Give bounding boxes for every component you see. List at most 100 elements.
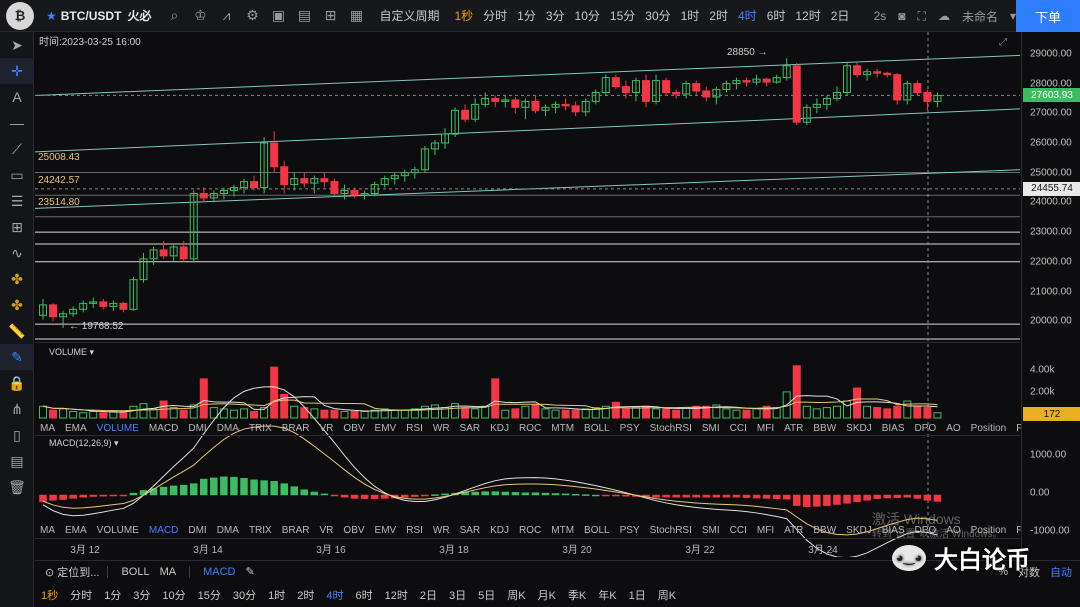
indicator-tab-roc[interactable]: ROC: [519, 524, 542, 536]
expand-icon[interactable]: ⤢: [999, 37, 1007, 48]
grid-tool-icon[interactable]: ⊞: [11, 218, 23, 235]
chart-type-icon[interactable]: ⩘: [222, 7, 231, 23]
period-11[interactable]: 12时: [795, 9, 821, 23]
period-7[interactable]: 1时: [268, 590, 286, 602]
period-11[interactable]: 12时: [384, 590, 408, 602]
indicator-tab-ma[interactable]: MA: [40, 524, 55, 536]
indicator-tab-emv[interactable]: EMV: [374, 422, 397, 434]
fullscreen-icon[interactable]: ⛶: [917, 8, 926, 23]
clipboard-icon[interactable]: ▤: [10, 452, 24, 469]
period-20[interactable]: 周K: [657, 590, 677, 602]
fib-icon[interactable]: ✤: [11, 270, 23, 287]
crown-icon[interactable]: ♔: [194, 7, 207, 23]
indicator-tab-psy[interactable]: PSY: [619, 422, 640, 434]
book-icon[interactable]: ▯: [13, 426, 21, 443]
rectangle-icon[interactable]: ▭: [10, 166, 24, 183]
fib-extension-icon[interactable]: ✤: [11, 296, 23, 313]
period-0[interactable]: 1秒: [41, 590, 59, 602]
chart-area[interactable]: 时间:2023-03-25 16:00 28850 → ← 19768.52 2…: [35, 32, 1080, 557]
indicator-tab-boll[interactable]: BOLL: [584, 422, 610, 434]
period-19[interactable]: 1日: [628, 590, 646, 602]
layout-icon[interactable]: ⊞: [324, 7, 337, 23]
search-icon[interactable]: ⌕: [170, 7, 179, 23]
macd-label[interactable]: MACD(12,26,9) ▾: [49, 438, 119, 448]
indicator-tab-position[interactable]: Position: [970, 524, 1007, 536]
custom-period-button[interactable]: 自定义周期: [379, 9, 440, 23]
indicator-tab-bbw[interactable]: BBW: [813, 524, 837, 536]
magnet-icon[interactable]: ⋔: [11, 400, 23, 417]
indicator-tab-stochrsi[interactable]: StochRSI: [649, 524, 692, 536]
volume-label[interactable]: VOLUME ▾: [49, 347, 95, 357]
main-indicator-boll[interactable]: BOLL: [121, 565, 150, 578]
indicator-tab-dpo[interactable]: DPO: [914, 524, 937, 536]
cloud-icon[interactable]: ☁: [937, 9, 950, 23]
indicator-tab-mfi[interactable]: MFI: [756, 524, 775, 536]
chevron-down-icon[interactable]: ▾: [1009, 9, 1016, 23]
wave-tool-icon[interactable]: ∿: [11, 244, 23, 261]
indicator-tab-volume[interactable]: VOLUME: [96, 524, 139, 536]
gear-icon[interactable]: ⚙: [246, 7, 259, 23]
indicator-tab-dma[interactable]: DMA: [216, 524, 239, 536]
indicator-tab-cci[interactable]: CCI: [729, 524, 747, 536]
period-3[interactable]: 3分: [545, 9, 565, 23]
period-6[interactable]: 30分: [232, 590, 257, 602]
indicator-tab-mfi[interactable]: MFI: [756, 422, 775, 434]
indicator-tab-bbw[interactable]: BBW: [813, 422, 837, 434]
period-6[interactable]: 30分: [645, 9, 671, 23]
period-16[interactable]: 月K: [537, 590, 556, 602]
crosshair-icon[interactable]: ✛: [0, 58, 34, 84]
trend-line-icon[interactable]: ⟋: [12, 140, 22, 157]
indicator-tab-trix[interactable]: TRIX: [248, 524, 272, 536]
period-8[interactable]: 2时: [709, 9, 728, 23]
indicator-tab-dma[interactable]: DMA: [216, 422, 239, 434]
star-icon[interactable]: ★: [46, 8, 57, 23]
indicator-tab-emv[interactable]: EMV: [374, 524, 397, 536]
indicator-tab-mtm[interactable]: MTM: [551, 422, 575, 434]
account-name[interactable]: 未命名: [961, 9, 998, 24]
sub-indicator-macd[interactable]: MACD: [203, 565, 236, 578]
indicator-tab-atr[interactable]: ATR: [784, 422, 804, 434]
indicator-tab-sar[interactable]: SAR: [459, 422, 481, 434]
period-5[interactable]: 15分: [197, 590, 221, 602]
period-3[interactable]: 3分: [133, 590, 151, 602]
period-0[interactable]: 1秒: [454, 9, 474, 23]
period-1[interactable]: 分时: [483, 9, 508, 23]
period-12[interactable]: 2日: [830, 9, 850, 23]
cursor-icon[interactable]: ➤: [11, 36, 23, 53]
horizontal-line-icon[interactable]: —: [10, 115, 24, 131]
period-2[interactable]: 1分: [517, 9, 536, 23]
period-13[interactable]: 3日: [449, 590, 467, 602]
indicator-tab-cci[interactable]: CCI: [729, 422, 747, 434]
image-icon[interactable]: ▣: [271, 7, 286, 23]
symbol-selector[interactable]: ★ BTC/USDT 火必: [46, 7, 151, 24]
indicator-tab-brar[interactable]: BRAR: [281, 524, 310, 536]
indicator-tab-ma[interactable]: MA: [40, 422, 55, 434]
period-12[interactable]: 2日: [419, 590, 437, 602]
lock-icon[interactable]: 🔒: [8, 374, 26, 391]
indicator-tab-boll[interactable]: BOLL: [584, 524, 610, 536]
period-4[interactable]: 10分: [162, 590, 186, 602]
pct-toggle[interactable]: %: [998, 565, 1008, 578]
order-button[interactable]: 下单: [1016, 0, 1080, 32]
trash-icon[interactable]: 🗑: [8, 478, 26, 495]
indicator-tab-smi[interactable]: SMI: [701, 422, 720, 434]
edit-icon[interactable]: ✎: [245, 566, 255, 578]
brush-icon[interactable]: ✎: [0, 344, 34, 370]
candlestick-chart[interactable]: [35, 32, 1020, 557]
indicator-tab-macd[interactable]: MACD: [148, 524, 179, 536]
indicator-tab-ao[interactable]: AO: [946, 422, 961, 434]
template-icon[interactable]: ▤: [297, 7, 312, 23]
indicator-tab-wr[interactable]: WR: [432, 524, 450, 536]
indicator-tab-sar[interactable]: SAR: [459, 524, 481, 536]
indicator-tab-dpo[interactable]: DPO: [914, 422, 937, 434]
calendar-icon[interactable]: ▦: [349, 7, 364, 23]
period-7[interactable]: 1时: [680, 9, 700, 23]
period-14[interactable]: 5日: [478, 590, 496, 602]
period-9[interactable]: 4时: [738, 9, 757, 23]
indicator-tab-vr[interactable]: VR: [319, 422, 334, 434]
indicator-tab-roc[interactable]: ROC: [519, 422, 542, 434]
indicator-tab-macd[interactable]: MACD: [148, 422, 179, 434]
indicator-tab-dmi[interactable]: DMI: [188, 422, 207, 434]
text-tool-icon[interactable]: A: [12, 89, 22, 105]
auto-toggle[interactable]: 自动: [1050, 566, 1072, 579]
